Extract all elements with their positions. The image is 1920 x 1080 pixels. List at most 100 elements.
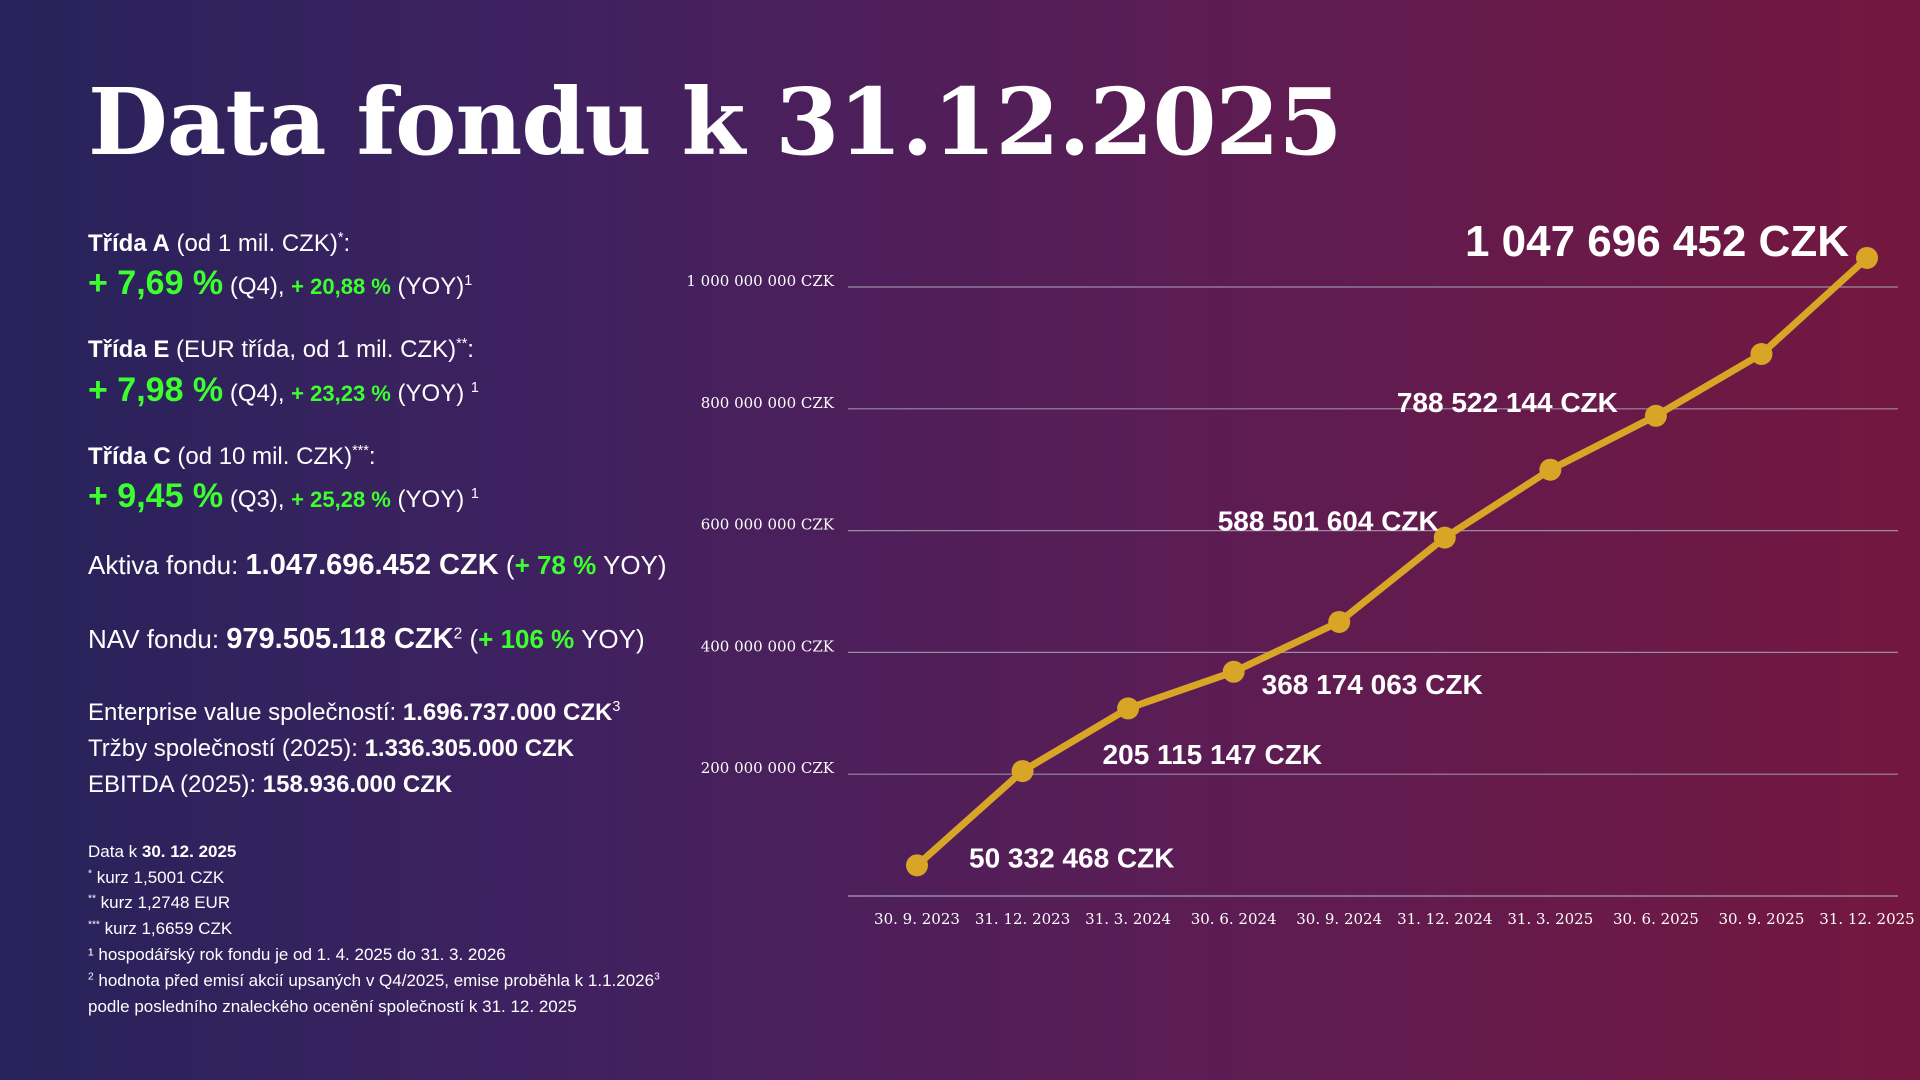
y-tick-label: 1 000 000 000 CZK [686,272,834,290]
x-tick-label: 30. 6. 2024 [1191,910,1277,928]
data-point [1328,610,1351,633]
note-text: kurz 1,2748 EUR [95,893,231,913]
nav-open: ( [462,624,479,655]
note-ref: 3 [612,698,621,715]
data-label: 368 174 063 CZK [1262,669,1483,700]
class-mark: ** [456,336,468,353]
x-tick-label: 30. 9. 2023 [874,910,960,928]
note-pre-issue: 2 hodnota před emisí akcií upsaných v Q4… [88,968,728,994]
yoy-return: + 23,23 % [291,380,391,406]
class-name: Třída C [88,442,171,470]
data-label: 788 522 144 CZK [1397,387,1618,418]
x-tick-label: 31. 12. 2025 [1819,910,1914,928]
class-desc: (od 10 mil. CZK) [170,442,353,470]
fund-assets: Aktiva fondu: 1.047.696.452 CZK (+ 78 % … [88,547,728,585]
note-mark: 2 [88,971,94,983]
data-date: Data k 30. 12. 2025 [88,839,728,865]
data-point [1750,342,1773,365]
fund-nav: NAV fondu: 979.505.118 CZK2 (+ 106 % YOY… [88,621,728,659]
revenue-value: 1.336.305.000 CZK [364,734,575,762]
quarter-period: (Q4), [223,379,292,407]
company-stats: Enterprise value společností: 1.696.737.… [88,695,728,803]
data-date-value: 30. 12. 2025 [141,841,237,861]
note-rate-czk-c: *** kurz 1,6659 CZK [88,916,728,942]
quarter-return: + 7,98 % [88,370,224,409]
note-mark: *** [88,919,100,931]
page-title: Data fondu k 31.12.2025 [88,68,1343,176]
ebitda-row: EBITDA (2025): 158.936.000 CZK [88,767,728,803]
x-tick-label: 30. 6. 2025 [1613,910,1699,928]
quarter-period: (Q4), [223,273,292,301]
class-tail: : [343,230,351,257]
class-c-block: Třída C (od 10 mil. CZK)***: + 9,45 % (Q… [88,441,728,521]
data-label: 50 332 468 CZK [969,842,1174,873]
note-ref: 1 [470,379,479,396]
yoy-return: + 25,28 % [291,487,391,513]
nav-value: 979.505.118 CZK [226,623,454,656]
data-point [1539,458,1562,481]
enterprise-value: 1.696.737.000 CZK [402,698,613,726]
note-ref: 2 [453,625,463,643]
class-c-heading: Třída C (od 10 mil. CZK)***: [88,441,728,472]
class-e-block: Třída E (EUR třída, od 1 mil. CZK)**: + … [88,334,728,414]
ebitda-value: 158.936.000 CZK [262,770,453,798]
nav-yoy: + 106 % [478,624,575,655]
note-text: kurz 1,5001 CZK [91,867,225,887]
note-ref: 1 [464,273,473,290]
note-ref: 1 [470,486,479,503]
class-e-heading: Třída E (EUR třída, od 1 mil. CZK)**: [88,334,728,365]
class-desc: (od 1 mil. CZK) [169,230,338,257]
note-rate-eur: ** kurz 1,2748 EUR [88,890,728,916]
assets-value: 1.047.696.452 CZK [245,549,499,582]
class-a-values: + 7,69 % (Q4), + 20,88 % (YOY)1 [88,259,728,308]
quarter-return: + 9,45 % [88,477,224,516]
y-tick-label: 600 000 000 CZK [701,516,835,534]
class-desc: (EUR třída, od 1 mil. CZK) [169,336,457,364]
footnotes: Data k 30. 12. 2025 * kurz 1,5001 CZK **… [88,839,728,1020]
class-c-values: + 9,45 % (Q3), + 25,28 % (YOY) 1 [88,472,728,521]
x-tick-label: 31. 3. 2024 [1085,910,1171,928]
class-name: Třída E [88,336,170,364]
yoy-return: + 20,88 % [291,274,391,300]
class-name: Třída A [88,230,170,257]
data-point [1117,697,1140,720]
quarter-return: + 7,69 % [88,264,224,303]
revenue-row: Tržby společností (2025): 1.336.305.000 … [88,731,728,767]
revenue-label: Tržby společností (2025): [88,734,365,762]
x-tick-label: 31. 3. 2025 [1507,910,1593,928]
note-mark: ** [88,893,96,905]
nav-label: NAV fondu: [88,624,227,655]
class-mark: * [337,230,344,246]
data-date-prefix: Data k [88,841,142,861]
data-label: 588 501 604 CZK [1218,506,1439,537]
note-text: hodnota před emisí akcií upsaných v Q4/2… [93,970,655,990]
ebitda-label: EBITDA (2025): [88,770,263,798]
note-mark: * [88,868,92,879]
class-mark: *** [352,442,369,459]
note-rate-czk: * kurz 1,5001 CZK [88,865,728,891]
x-tick-label: 30. 9. 2024 [1296,910,1382,928]
y-tick-label: 200 000 000 CZK [701,759,835,777]
x-tick-label: 31. 12. 2023 [975,910,1070,928]
data-label: 1 047 696 452 CZK [1465,217,1849,266]
data-point [1856,246,1878,269]
yoy-label: (YOY) [390,379,471,407]
class-e-values: + 7,98 % (Q4), + 23,23 % (YOY) 1 [88,366,728,415]
assets-open: ( [498,550,515,581]
note-mark: 3 [654,971,660,983]
assets-label: Aktiva fondu: [88,550,246,581]
note-fiscal-year: ¹ hospodářský rok fondu je od 1. 4. 2025… [88,945,506,965]
data-point [1011,760,1034,783]
enterprise-value-row: Enterprise value společností: 1.696.737.… [88,695,728,731]
class-tail: : [467,336,474,364]
y-tick-label: 400 000 000 CZK [701,637,835,655]
assets-yoy-label: YOY) [596,550,667,581]
class-a-block: Třída A (od 1 mil. CZK)*: + 7,69 % (Q4),… [88,228,728,308]
data-point [906,854,928,877]
class-tail: : [368,442,376,470]
data-point [1433,526,1456,549]
yoy-label: (YOY) [390,486,471,514]
note-valuation: podle posledního znaleckého ocenění spol… [88,996,577,1016]
data-point [1222,660,1245,683]
enterprise-label: Enterprise value společností: [88,698,403,726]
